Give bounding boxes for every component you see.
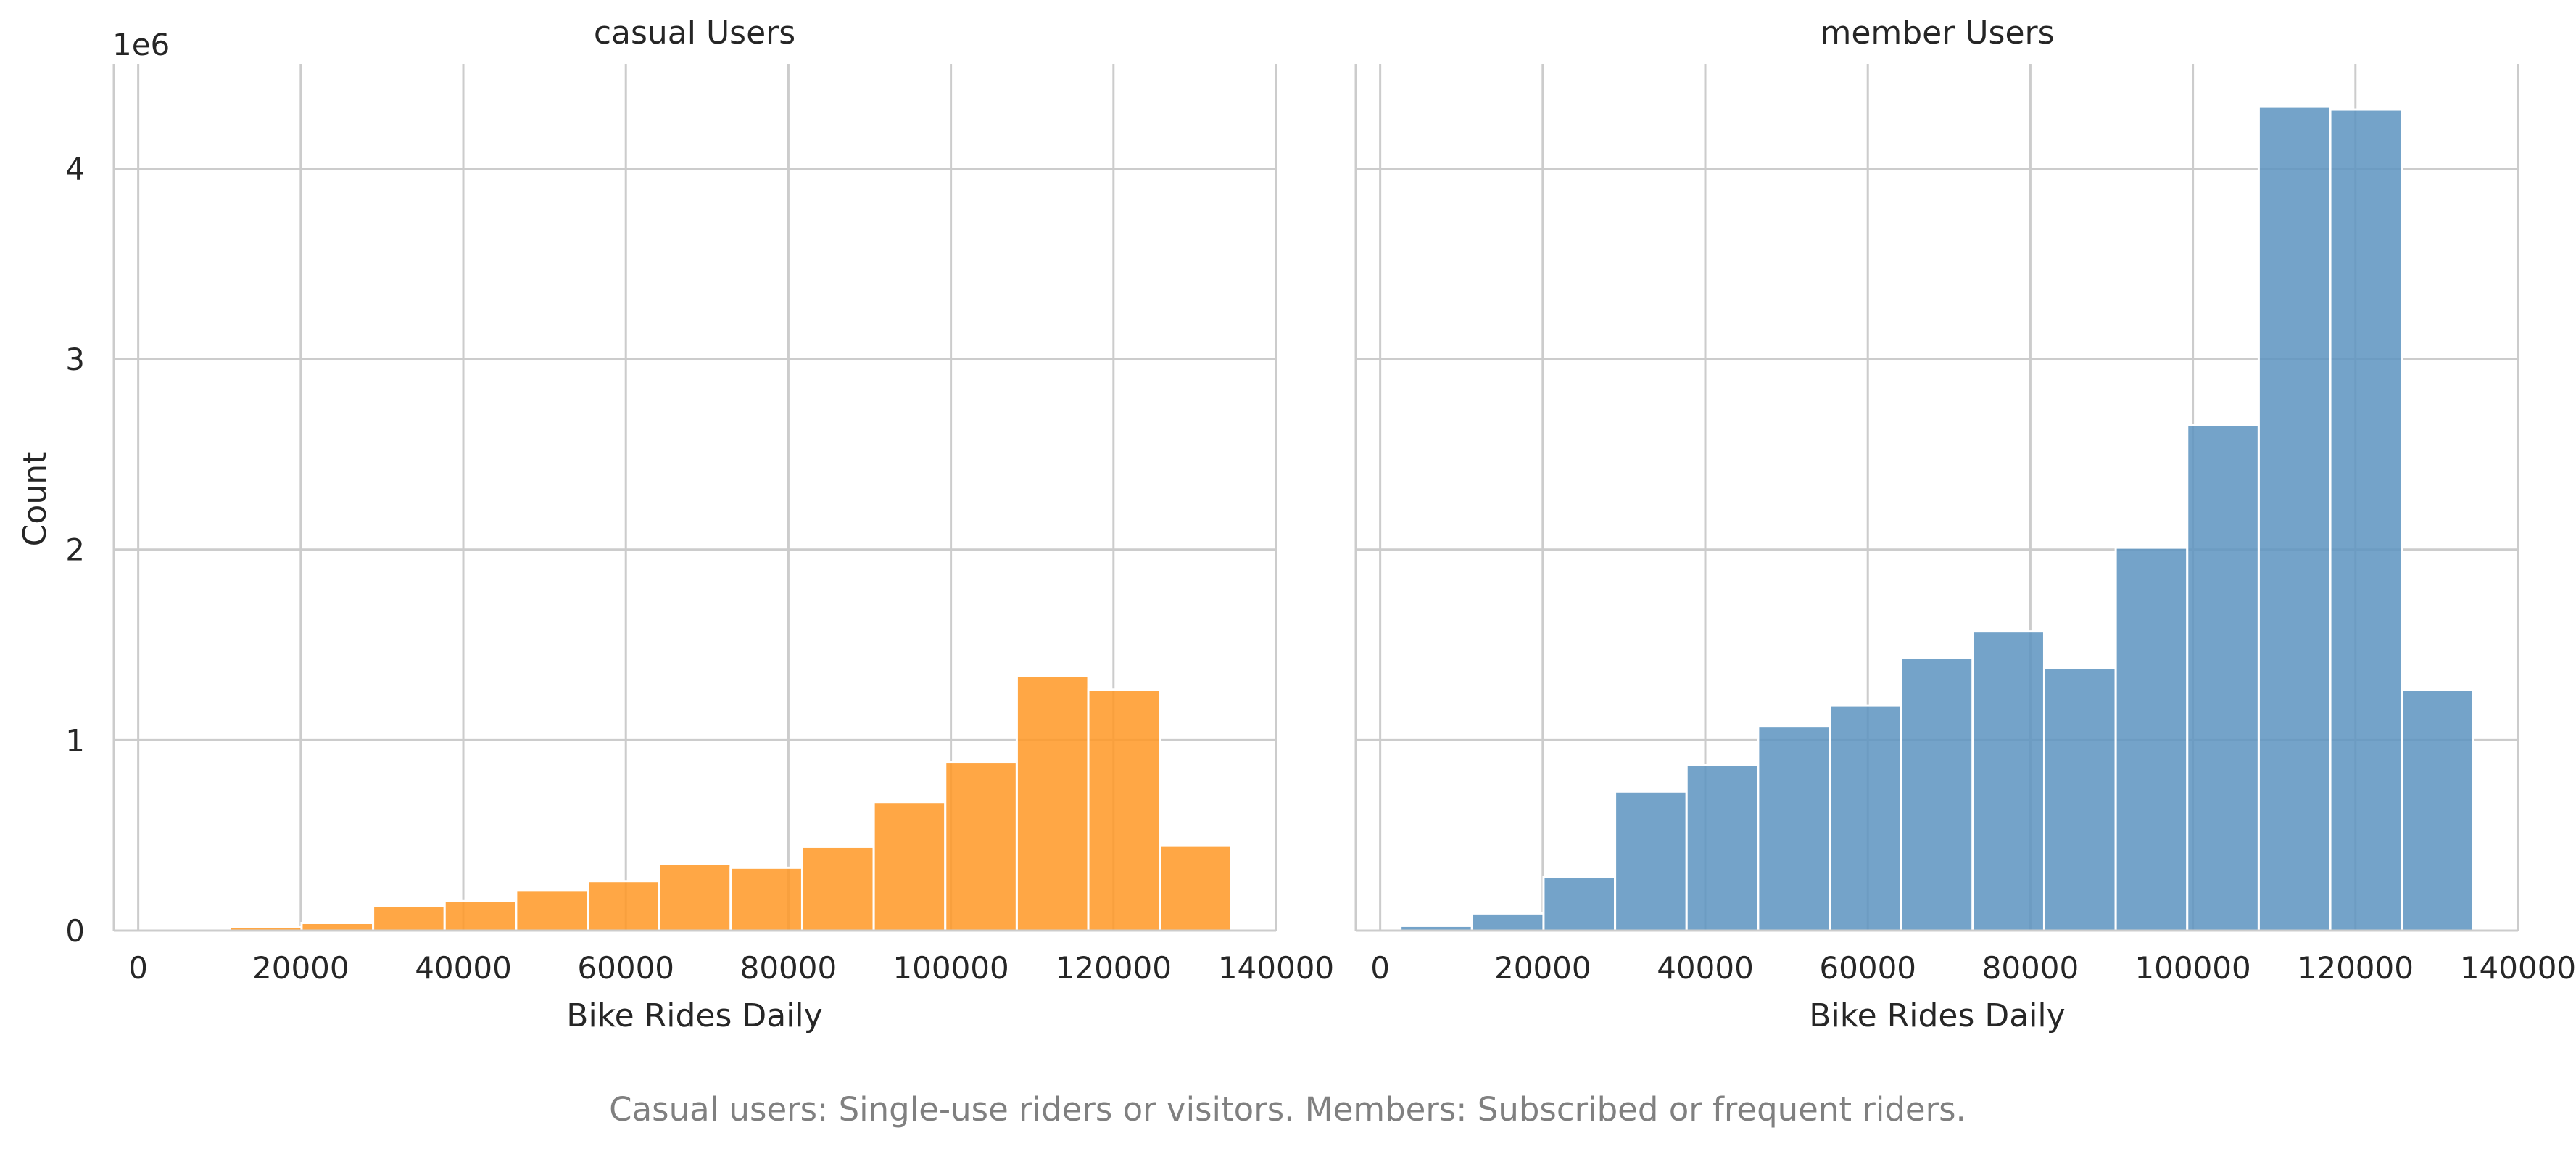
casual-x-tick-label: 40000 — [415, 950, 512, 986]
casual-bar — [1159, 844, 1233, 932]
member-bar — [2186, 424, 2260, 932]
y-offset-label: 1e6 — [112, 27, 170, 62]
member-bar — [1900, 656, 1974, 932]
member-bar — [2329, 108, 2403, 932]
casual-bar — [515, 889, 589, 932]
casual-bar — [729, 866, 803, 932]
member-x-tick-label: 120000 — [2298, 950, 2414, 986]
y-tick-label: 0 — [65, 913, 85, 949]
member-bars — [1399, 105, 2474, 932]
casual-x-tick-label: 80000 — [740, 950, 837, 986]
member-panel-title: member Users — [1820, 15, 2054, 51]
casual-bar — [1087, 688, 1161, 932]
member-axes — [1354, 64, 2518, 932]
casual-bar — [658, 862, 732, 932]
casual-x-tick-label: 140000 — [1218, 950, 1334, 986]
casual-x-tick-label: 0 — [128, 950, 148, 986]
member-bar — [1685, 764, 1760, 932]
casual-panel-title: casual Users — [594, 15, 795, 51]
casual-bar — [800, 845, 875, 932]
casual-bar — [944, 761, 1018, 932]
casual-bar — [872, 801, 947, 932]
member-x-axis-label: Bike Rides Daily — [1809, 997, 2065, 1034]
y-tick-label: 1 — [65, 722, 85, 758]
y-tick-label: 2 — [65, 532, 85, 568]
member-bar — [2257, 105, 2332, 932]
casual-bars — [157, 675, 1233, 932]
casual-bar — [587, 880, 660, 932]
casual-axes — [112, 64, 1276, 932]
casual-y-ticks: 0 1 2 3 4 — [65, 151, 85, 949]
member-panel: 0 20000 40000 60000 80000 100000 120000 140000 … — [1354, 15, 2576, 1034]
casual-bar — [372, 904, 446, 932]
member-x-tick-label: 80000 — [1982, 950, 2079, 986]
member-x-tick-label: 140000 — [2460, 950, 2576, 986]
casual-x-tick-label: 120000 — [1056, 950, 1172, 986]
member-bar — [2401, 688, 2474, 932]
casual-x-tick-label: 100000 — [893, 950, 1009, 986]
casual-x-tick-label: 60000 — [577, 950, 674, 986]
member-bar — [1470, 912, 1545, 932]
casual-panel: 0 20000 40000 60000 80000 100000 120000 140000 … — [17, 15, 1334, 1034]
y-axis-label: Count — [17, 452, 54, 547]
casual-bar — [443, 899, 518, 932]
y-tick-label: 3 — [65, 342, 85, 377]
casual-bar — [300, 921, 375, 932]
member-bar — [1614, 790, 1688, 932]
member-bar — [1971, 630, 2045, 932]
member-bar — [1829, 704, 1902, 932]
member-bar — [1542, 875, 1617, 932]
figure-caption: Casual users: Single-use riders or visit… — [609, 1090, 1966, 1129]
member-bar — [1757, 725, 1831, 932]
member-x-tick-label: 40000 — [1657, 950, 1754, 986]
member-bar — [2114, 546, 2189, 932]
member-x-ticks: 0 20000 40000 60000 80000 100000 120000 140000 — [1370, 950, 2576, 986]
member-x-tick-label: 100000 — [2134, 950, 2250, 986]
member-bar — [2042, 667, 2117, 932]
member-x-tick-label: 20000 — [1494, 950, 1591, 986]
member-x-tick-label: 60000 — [1819, 950, 1916, 986]
casual-bar — [1015, 675, 1090, 932]
casual-x-ticks: 0 20000 40000 60000 80000 100000 120000 140000 — [128, 950, 1334, 986]
member-x-tick-label: 0 — [1370, 950, 1390, 986]
y-tick-label: 4 — [65, 151, 85, 186]
casual-x-axis-label: Bike Rides Daily — [566, 997, 822, 1034]
casual-x-tick-label: 20000 — [252, 950, 349, 986]
